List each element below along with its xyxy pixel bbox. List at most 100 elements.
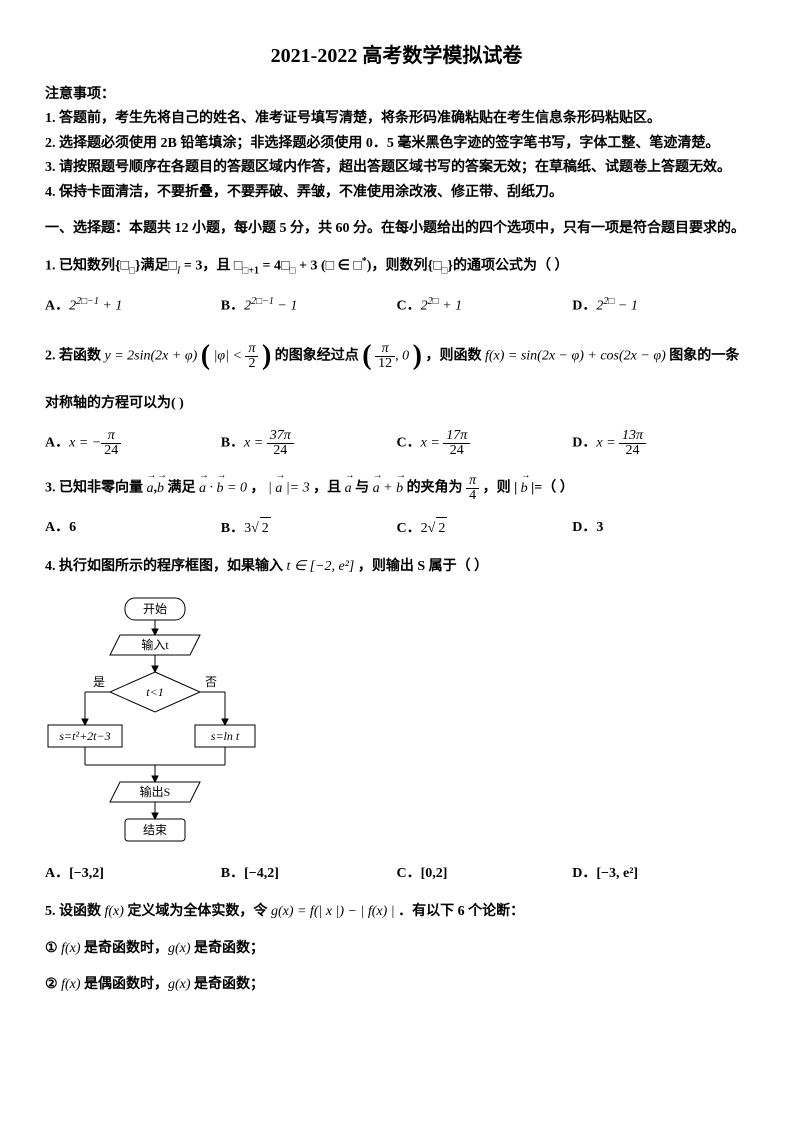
q3-absa2: |= 3 bbox=[282, 481, 309, 496]
q2-t2: 的图象经过点 bbox=[275, 348, 363, 363]
question-4: 4. 执行如图所示的程序框图，如果输入 t ∈ [−2, e²] ，则输出 S … bbox=[45, 556, 748, 885]
q2-pt: π12 bbox=[375, 342, 395, 371]
q3-t6: |=（ ） bbox=[528, 481, 574, 496]
q3-opt-b: B．32 bbox=[221, 517, 397, 540]
q2-stem: 2. 若函数 y = 2sin(2x + φ) ( |φ| < π2 ) 的图象… bbox=[45, 334, 748, 379]
q2-yeq: y = 2sin(2x + φ) bbox=[105, 348, 198, 363]
q2-pi2: π2 bbox=[245, 342, 258, 371]
q3-eq0: = 0 bbox=[224, 481, 247, 496]
q2-opt-c: C．x = 17π24 bbox=[397, 429, 573, 458]
q2-philt: |φ| < bbox=[214, 348, 246, 363]
page-title: 2021-2022 高考数学模拟试卷 bbox=[45, 40, 748, 72]
q4-stem: 4. 执行如图所示的程序框图，如果输入 t ∈ [−2, e²] ，则输出 S … bbox=[45, 556, 748, 578]
svg-text:s=ln t: s=ln t bbox=[211, 729, 240, 743]
svg-text:否: 否 bbox=[205, 675, 217, 689]
instruction-1: 1. 答题前，考生先将自己的姓名、准考证号填写清楚，将条形码准确粘贴在考生信息条… bbox=[45, 108, 748, 130]
svg-text:输入t: 输入t bbox=[141, 637, 169, 652]
svg-text:是: 是 bbox=[93, 675, 105, 689]
q1-opt-b: B．22□−1 − 1 bbox=[221, 294, 397, 318]
q5-t2: 定义域为全体实数，令 bbox=[127, 904, 271, 919]
svg-text:t<1: t<1 bbox=[146, 685, 163, 699]
q3-a3: a bbox=[275, 478, 282, 500]
q1-opt-c: C．22□ + 1 bbox=[397, 294, 573, 318]
q3-stem: 3. 已知非零向量 a,b 满足 a · b = 0 ， | a |= 3 ，且… bbox=[45, 474, 748, 503]
q4-opt-c: C．[0,2] bbox=[397, 863, 573, 885]
svg-text:开始: 开始 bbox=[143, 602, 167, 616]
q5-s1: ① f(x) 是奇函数时，g(x) 是奇函数； bbox=[45, 938, 748, 960]
q5-t3: ．有以下 6 个论断： bbox=[398, 904, 524, 919]
q3-opt-a: A．6 bbox=[45, 517, 221, 540]
q1-stem: 1. 已知数列{□□}满足□I = 3，且 □□+1 = 4□□ + 3 (□ … bbox=[45, 254, 748, 279]
q1-t3: = 3，且 □ bbox=[180, 259, 242, 274]
q3-t3: ，且 bbox=[313, 481, 345, 496]
q4-opt-b: B．[−4,2] bbox=[221, 863, 397, 885]
flowchart-svg: 开始 输入t t<1 是 否 s=t²+2t−3 s bbox=[45, 593, 265, 853]
q4-tin: t ∈ [−2, e²] bbox=[287, 559, 355, 574]
q2-opt-d: D．x = 13π24 bbox=[572, 429, 748, 458]
question-3: 3. 已知非零向量 a,b 满足 a · b = 0 ， | a |= 3 ，且… bbox=[45, 474, 748, 540]
q5-statements: ① f(x) 是奇函数时，g(x) 是奇函数； ② f(x) 是偶函数时，g(x… bbox=[45, 938, 748, 997]
notice-label: 注意事项： bbox=[45, 84, 748, 106]
q4-options: A．[−3,2] B．[−4,2] C．[0,2] D．[−3, e²] bbox=[45, 863, 748, 885]
q2-t3: ，则函数 bbox=[425, 348, 485, 363]
q3-opt-d: D．3 bbox=[572, 517, 748, 540]
q3-a5: a bbox=[373, 478, 380, 500]
question-2: 2. 若函数 y = 2sin(2x + φ) ( |φ| < π2 ) 的图象… bbox=[45, 334, 748, 458]
q3-pi4: π4 bbox=[466, 474, 479, 503]
q2-options: A．x = −π24 B．x = 37π24 C．x = 17π24 D．x =… bbox=[45, 429, 748, 458]
q3-t5: ，则 | bbox=[483, 481, 521, 496]
question-1: 1. 已知数列{□□}满足□I = 3，且 □□+1 = 4□□ + 3 (□ … bbox=[45, 254, 748, 318]
instruction-3: 3. 请按照题号顺序在各题目的答题区域内作答，超出答题区域书写的答案无效；在草稿… bbox=[45, 157, 748, 179]
q5-fx: f(x) bbox=[105, 904, 124, 919]
q2-ptsuf: , 0 bbox=[395, 348, 409, 363]
q4-opt-d: D．[−3, e²] bbox=[572, 863, 748, 885]
q1-t5: + 3 (□ ∈ □ bbox=[296, 259, 362, 274]
q1-t6: )，则数列{□ bbox=[367, 259, 442, 274]
q2-opt-a: A．x = −π24 bbox=[45, 429, 221, 458]
q2-t4: 图象的一条 bbox=[669, 348, 739, 363]
q2-t1: 2. 若函数 bbox=[45, 348, 105, 363]
q3-absa1: | bbox=[268, 481, 275, 496]
q4-flowchart: 开始 输入t t<1 是 否 s=t²+2t−3 s bbox=[45, 593, 748, 853]
q1-subnp1: □+1 bbox=[242, 266, 259, 277]
instruction-4: 4. 保持卡面清洁，不要折叠，不要弄破、弄皱，不准使用涂改液、修正带、刮纸刀。 bbox=[45, 182, 748, 204]
q4-t1: 4. 执行如图所示的程序框图，如果输入 bbox=[45, 559, 287, 574]
instruction-2: 2. 选择题必须使用 2B 铅笔填涂；非选择题必须使用 0．5 毫米黑色字迹的签… bbox=[45, 133, 748, 155]
q3-b2: b bbox=[217, 478, 224, 500]
svg-text:结束: 结束 bbox=[143, 823, 167, 837]
svg-text:输出S: 输出S bbox=[140, 784, 171, 799]
q4-t2: ，则输出 S 属于（ ） bbox=[358, 559, 488, 574]
q5-gx: g(x) = f(| x |) − | f(x) | bbox=[271, 904, 395, 919]
q3-t4: 的夹角为 bbox=[407, 481, 467, 496]
q2-line2: 对称轴的方程可以为( ) bbox=[45, 393, 748, 415]
q3-b3: b bbox=[396, 478, 403, 500]
q3-t2: 满足 bbox=[168, 481, 200, 496]
q5-s2: ② f(x) 是偶函数时，g(x) 是奇函数； bbox=[45, 974, 748, 996]
q2-lp1: ( bbox=[201, 340, 210, 371]
q2-opt-b: B．x = 37π24 bbox=[221, 429, 397, 458]
q3-a1: a bbox=[147, 478, 154, 500]
q3-b1: b bbox=[157, 478, 164, 500]
section-1-head: 一、选择题：本题共 12 小题，每小题 5 分，共 60 分。在每小题给出的四个… bbox=[45, 218, 748, 240]
q3-opt-c: C．22 bbox=[397, 517, 573, 540]
q4-opt-a: A．[−3,2] bbox=[45, 863, 221, 885]
q5-stem: 5. 设函数 f(x) 定义域为全体实数，令 g(x) = f(| x |) −… bbox=[45, 901, 748, 923]
q1-options: A．22□−1 + 1 B．22□−1 − 1 C．22□ + 1 D．22□ … bbox=[45, 294, 748, 318]
q2-lp2: ( bbox=[362, 340, 371, 371]
q3-a2: a bbox=[199, 478, 206, 500]
q1-t7: }的通项公式为（ ） bbox=[447, 259, 568, 274]
q3-t1: 3. 已知非零向量 bbox=[45, 481, 147, 496]
svg-text:s=t²+2t−3: s=t²+2t−3 bbox=[59, 729, 110, 743]
q3-c1: ， bbox=[250, 481, 264, 496]
q1-opt-d: D．22□ − 1 bbox=[572, 294, 748, 318]
q2-rp1: ) bbox=[262, 340, 271, 371]
q1-t4: = 4□ bbox=[259, 259, 289, 274]
instructions-block: 注意事项： 1. 答题前，考生先将自己的姓名、准考证号填写清楚，将条形码准确粘贴… bbox=[45, 84, 748, 204]
question-5: 5. 设函数 f(x) 定义域为全体实数，令 g(x) = f(| x |) −… bbox=[45, 901, 748, 996]
q2-rp2: ) bbox=[413, 340, 422, 371]
q1-opt-a: A．22□−1 + 1 bbox=[45, 294, 221, 318]
q3-and: 与 bbox=[355, 481, 373, 496]
q3-b4: b bbox=[521, 478, 528, 500]
q1-t2: }满足□ bbox=[135, 259, 177, 274]
q5-t1: 5. 设函数 bbox=[45, 904, 105, 919]
